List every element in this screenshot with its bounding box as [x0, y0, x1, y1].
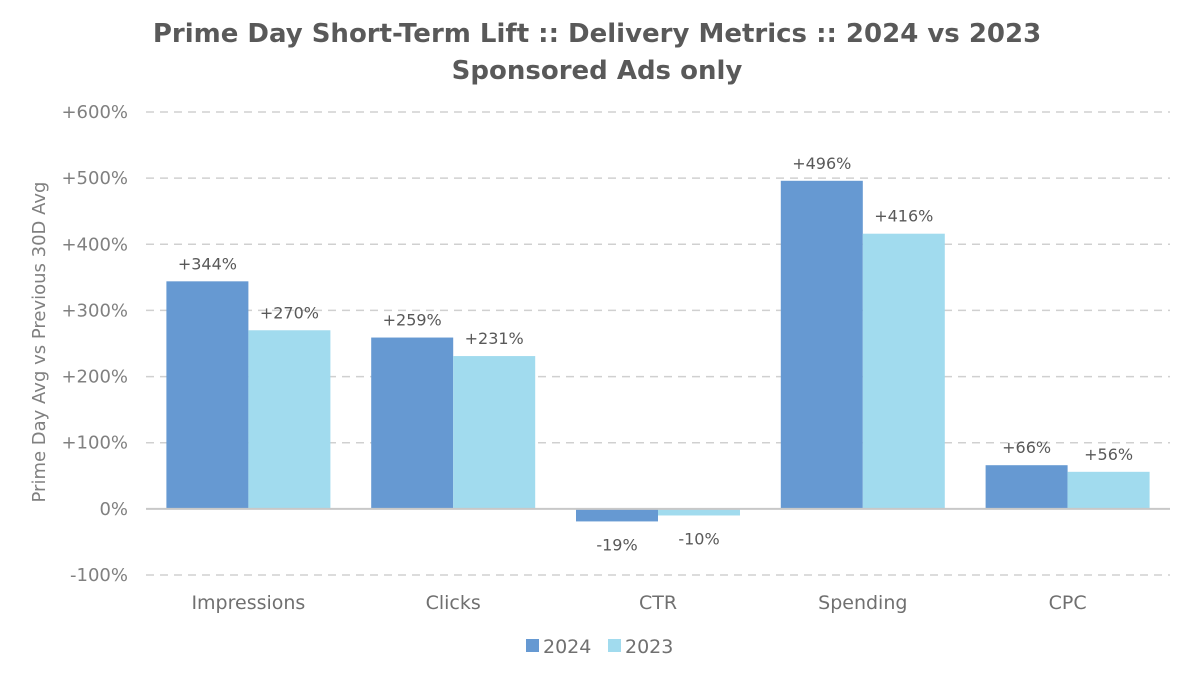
data-label: +270% — [260, 303, 319, 322]
y-tick-label: +500% — [61, 168, 128, 189]
y-axis-title: Prime Day Avg vs Previous 30D Avg — [29, 182, 50, 503]
bars — [166, 180, 1150, 522]
y-tick-label: -100% — [70, 565, 128, 586]
bar-2024-spending — [780, 180, 863, 509]
bar-2023-clicks — [453, 356, 536, 509]
bar-2023-spending — [862, 233, 945, 509]
data-label: +496% — [792, 154, 851, 173]
x-axis-categories: Impressions Clicks CTR Spending CPC — [191, 592, 1086, 614]
chart-title: Prime Day Short-Term Lift :: Delivery Me… — [153, 19, 1041, 49]
data-label: +416% — [874, 207, 933, 226]
bar-2023-cpc — [1067, 471, 1150, 509]
x-category-label: Impressions — [191, 592, 305, 614]
y-tick-label: +300% — [61, 300, 128, 321]
bar-2024-ctr — [576, 508, 658, 522]
y-tick-label: +100% — [61, 433, 128, 454]
y-tick-label: +400% — [61, 234, 128, 255]
data-label: +259% — [383, 311, 442, 330]
x-category-label: Spending — [818, 592, 907, 614]
x-category-label: CTR — [639, 592, 677, 614]
data-label: +344% — [178, 254, 237, 273]
data-label: -10% — [678, 529, 719, 548]
data-label: +56% — [1084, 445, 1133, 464]
y-tick-label: +200% — [61, 367, 128, 388]
legend-swatch-2024 — [526, 639, 539, 652]
data-label: +66% — [1002, 438, 1051, 457]
bar-2024-impressions — [166, 281, 249, 509]
bar-2023-impressions — [248, 330, 331, 509]
data-labels: +344% +270% +259% +231% -19% -10% +496% +416% +6… — [178, 154, 1133, 555]
x-category-label: Clicks — [426, 592, 481, 614]
legend-swatch-2023 — [608, 639, 621, 652]
data-label: +231% — [465, 329, 524, 348]
legend: 2024 2023 — [526, 636, 673, 658]
chart-subtitle: Sponsored Ads only — [452, 56, 743, 86]
bar-2023-ctr — [658, 508, 740, 516]
legend-label-2024: 2024 — [543, 636, 591, 658]
bar-2024-clicks — [371, 337, 454, 509]
gridlines — [146, 111, 1170, 576]
y-tick-label: 0% — [99, 499, 128, 520]
y-axis-ticks: +600% +500% +400% +300% +200% +100% 0% -100% — [61, 102, 128, 586]
y-tick-label: +600% — [61, 102, 128, 123]
data-label: -19% — [596, 535, 637, 554]
x-category-label: CPC — [1049, 592, 1087, 614]
legend-label-2023: 2023 — [625, 636, 673, 658]
bar-2024-cpc — [985, 465, 1068, 509]
